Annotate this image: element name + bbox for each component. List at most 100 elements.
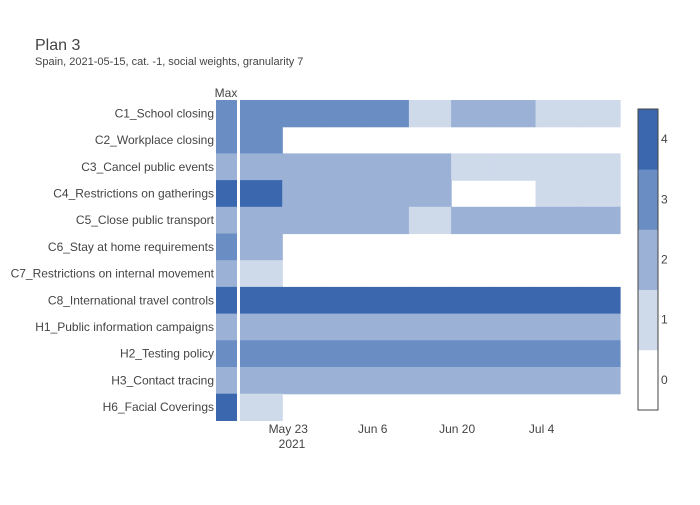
max-column: [216, 100, 237, 421]
heatmap-cell: [408, 206, 452, 235]
heatmap-cell: [240, 153, 283, 181]
max-cell: [216, 393, 237, 421]
heatmap-cell: [282, 180, 326, 208]
heatmap-cell: [493, 100, 537, 128]
heatmap-cell: [240, 367, 283, 395]
heatmap-cell: [408, 100, 452, 128]
heatmap-cell: [282, 100, 326, 128]
heatmap-cell: [282, 153, 326, 181]
heatmap-cell: [408, 286, 452, 315]
x-tick-label: May 23: [269, 422, 309, 436]
heatmap-cell: [240, 233, 283, 261]
colorbar-outline: [637, 108, 659, 411]
heatmap-cell: [366, 313, 410, 341]
row-labels: C1_School closing C2_Workplace closing C3_…: [11, 106, 215, 414]
max-cell: [216, 100, 237, 128]
heatmap-cell: [577, 180, 621, 208]
heatmap-cell: [535, 100, 579, 128]
heatmap-cell: [577, 367, 621, 395]
row-label: H3_Contact tracing: [111, 373, 214, 387]
row-label: C4_Restrictions on gatherings: [53, 186, 214, 200]
heatmap-cell: [408, 313, 452, 341]
heatmap-cell: [324, 100, 368, 128]
heatmap-cell: [366, 153, 410, 181]
heatmap-cell: [282, 340, 326, 368]
heatmap-cell: [451, 153, 494, 181]
row-label: C7_Restrictions on internal movement: [11, 267, 215, 281]
x-tick-label: Jul 4: [529, 422, 555, 436]
heatmap-cell: [577, 286, 621, 315]
row-label: H6_Facial Coverings: [103, 400, 214, 414]
heatmap-cell: [240, 206, 283, 235]
max-cell: [216, 126, 237, 154]
heatmap-cell: [577, 206, 621, 235]
max-cell: [216, 313, 237, 341]
heatmap-cell: [493, 206, 537, 235]
heatmap-cell: [451, 340, 494, 368]
heatmap-cell: [324, 340, 368, 368]
heatmap-cell: [408, 180, 452, 208]
max-cell: [216, 180, 237, 208]
heatmap-cell: [535, 206, 579, 235]
x-year-label: 2021: [279, 437, 306, 451]
colorbar-tick-label: 4: [661, 132, 668, 146]
heatmap-cell: [366, 206, 410, 235]
plan-heatmap: [240, 100, 621, 421]
colorbar-segment: [638, 349, 658, 411]
heatmap-cell: [240, 260, 283, 288]
row-label: C5_Close public transport: [76, 213, 215, 227]
heatmap-cell: [324, 206, 368, 235]
heatmap-cell: [408, 153, 452, 181]
heatmap-cell: [240, 393, 283, 421]
colorbar-segment: [638, 109, 658, 170]
heatmap-cell: [451, 367, 494, 395]
heatmap-cell: [451, 286, 494, 315]
colorbar-tick-label: 2: [661, 253, 668, 267]
row-label: C8_International travel controls: [48, 293, 214, 307]
heatmap-cell: [324, 367, 368, 395]
row-label: C3_Cancel public events: [81, 160, 214, 174]
colorbar-tick-label: 1: [661, 313, 668, 327]
heatmap-cell: [282, 367, 326, 395]
row-label: C2_Workplace closing: [95, 133, 214, 147]
heatmap-cell: [282, 206, 326, 235]
colorbar: 0 1 2 3 4: [637, 108, 668, 411]
heatmap-cell: [240, 340, 283, 368]
heatmap-cell: [451, 206, 494, 235]
heatmap-cell: [240, 180, 283, 208]
heatmap-cell: [324, 313, 368, 341]
heatmap-cell: [535, 286, 579, 315]
heatmap-cell: [408, 367, 452, 395]
x-tick-label: Jun 20: [439, 422, 475, 436]
chart-subtitle: Spain, 2021-05-15, cat. -1, social weigh…: [35, 56, 303, 68]
heatmap-cell: [451, 100, 494, 128]
heatmap-cell: [577, 340, 621, 368]
heatmap-cell: [493, 313, 537, 341]
max-cell: [216, 233, 237, 261]
heatmap-cell: [408, 340, 452, 368]
heatmap-cell: [493, 286, 537, 315]
heatmap-cell: [577, 100, 621, 128]
heatmap-cell: [577, 153, 621, 181]
heatmap-cell: [240, 100, 283, 128]
x-tick-label: Jun 6: [358, 422, 388, 436]
heatmap-cell: [240, 286, 283, 315]
heatmap-cell: [366, 340, 410, 368]
heatmap-cell: [535, 153, 579, 181]
max-cell: [216, 367, 237, 395]
chart-title: Plan 3: [35, 37, 80, 54]
heatmap-cell: [535, 313, 579, 341]
max-cell: [216, 286, 237, 315]
max-cell: [216, 153, 237, 181]
max-cell: [216, 206, 237, 235]
heatmap-cell: [535, 367, 579, 395]
x-axis-ticks: May 23 Jun 6 Jun 20 Jul 4: [269, 422, 555, 436]
heatmap-cell: [577, 313, 621, 341]
heatmap-cell: [366, 100, 410, 128]
heatmap-cell: [366, 286, 410, 315]
heatmap-cell: [324, 153, 368, 181]
colorbar-segment: [638, 229, 658, 290]
heatmap-cell: [240, 313, 283, 341]
heatmap-cell: [282, 286, 326, 315]
